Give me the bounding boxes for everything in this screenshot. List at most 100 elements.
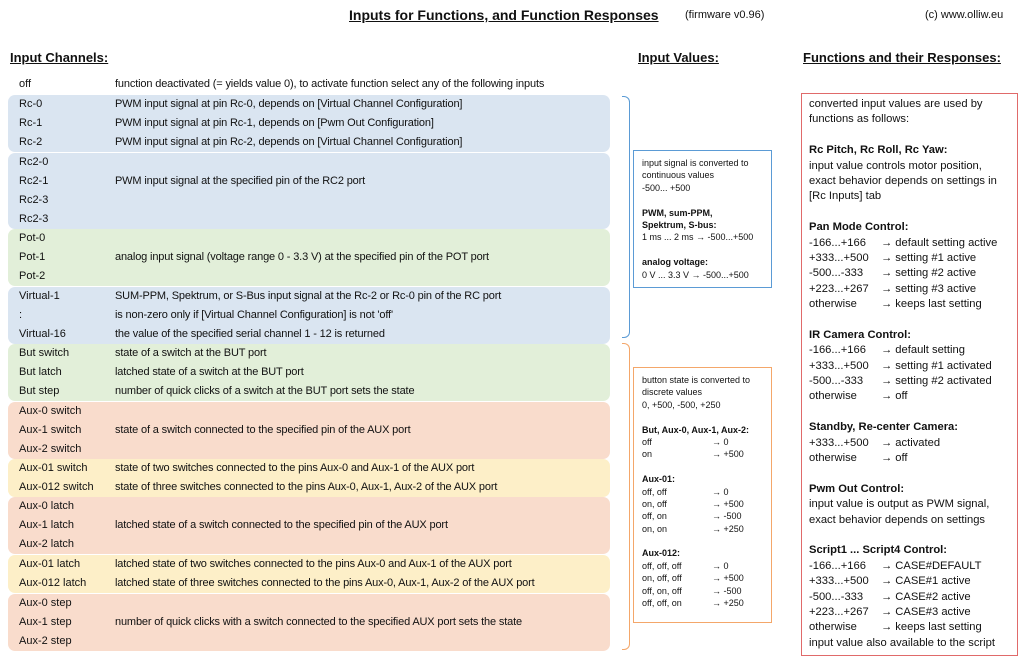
text-line: 0, +500, -500, +250 bbox=[642, 399, 763, 411]
line-result: → setting #3 active bbox=[881, 282, 977, 295]
text-line: 1 ms ... 2 ms → -500...+500 bbox=[642, 231, 763, 243]
channel-group-band bbox=[8, 555, 610, 593]
line-text: But, Aux-0, Aux-1, Aux-2: bbox=[642, 424, 750, 435]
line-text: -500... +500 bbox=[642, 182, 691, 193]
text-line: Aux-01: bbox=[642, 473, 763, 485]
line-text: input value is output as PWM signal, bbox=[809, 498, 990, 511]
channel-row: Aux-1 latch latched state of a switch con… bbox=[8, 516, 610, 535]
line-text: on, on bbox=[642, 523, 668, 534]
line-text: discrete values bbox=[642, 387, 703, 398]
line-text: 0 V ... 3.3 V → -500...+500 bbox=[642, 269, 749, 280]
channel-name: Aux-2 switch bbox=[19, 443, 82, 455]
text-line: otherwise → keeps last setting bbox=[809, 297, 1010, 312]
text-line: continuous values bbox=[642, 169, 763, 181]
line-text: analog voltage: bbox=[642, 257, 709, 268]
text-line: off, on → -500 bbox=[642, 510, 763, 522]
line-result: → CASE#1 active bbox=[881, 575, 971, 588]
text-line: +333...+500 → setting #1 active bbox=[809, 251, 1010, 266]
channel-desc: latched state of a switch at the BUT por… bbox=[115, 366, 304, 378]
channel-row-off: off function deactivated (= yields value… bbox=[8, 75, 610, 94]
line-text: button state is converted to bbox=[642, 375, 751, 385]
channel-name: Rc2-3 bbox=[19, 213, 49, 225]
line-text: otherwise bbox=[809, 621, 857, 634]
line-text: off, off bbox=[642, 486, 667, 497]
text-line: But, Aux-0, Aux-1, Aux-2: bbox=[642, 424, 763, 436]
text-line: off, on, off → -500 bbox=[642, 585, 763, 597]
channel-desc: function deactivated (= yields value 0),… bbox=[115, 78, 545, 90]
channel-row: But step number of quick clicks of a swit… bbox=[8, 382, 610, 401]
text-line: analog voltage: bbox=[642, 256, 763, 268]
heading-input-channels: Input Channels: bbox=[10, 50, 109, 65]
text-line: -500...-333 → CASE#2 active bbox=[809, 590, 1010, 605]
channel-row: Aux-0 latch bbox=[8, 497, 610, 516]
channel-name: Aux-1 switch bbox=[19, 424, 82, 436]
discrete-values-box: button state is converted to discrete val… bbox=[633, 367, 772, 623]
line-text: -500...-333 bbox=[809, 267, 864, 280]
text-line bbox=[809, 205, 1010, 220]
channel-name: Pot-0 bbox=[19, 232, 46, 244]
text-line bbox=[809, 466, 1010, 481]
channel-desc: PWM input signal at the specified pin of… bbox=[115, 175, 366, 187]
line-text: off bbox=[642, 436, 652, 447]
channel-name: Virtual-16 bbox=[19, 328, 66, 340]
channel-desc: PWM input signal at pin Rc-2, depends on… bbox=[115, 136, 463, 148]
line-result: → activated bbox=[881, 436, 941, 449]
channel-desc: latched state of three switches connecte… bbox=[115, 577, 535, 589]
text-line: Rc Pitch, Rc Roll, Rc Yaw: bbox=[809, 143, 1010, 158]
functions-box: converted input values are used by functi… bbox=[801, 93, 1018, 656]
page-title: Inputs for Functions, and Function Respo… bbox=[349, 7, 659, 23]
line-result: → setting #2 activated bbox=[881, 375, 992, 388]
line-text: off, off, on bbox=[642, 598, 682, 609]
channel-name: Aux-0 step bbox=[19, 597, 72, 609]
channel-row: Pot-1 analog input signal (voltage range … bbox=[8, 248, 610, 267]
text-line: off → 0 bbox=[642, 436, 763, 448]
channel-name: Rc-0 bbox=[19, 98, 43, 110]
channel-group-band bbox=[8, 344, 610, 401]
channel-name: Aux-2 step bbox=[19, 635, 72, 647]
channel-row: Rc2-1 PWM input signal at the specified p… bbox=[8, 172, 610, 191]
channel-row: Aux-012 switch state of three switches co… bbox=[8, 478, 610, 497]
channel-name: : bbox=[19, 309, 23, 321]
text-line bbox=[642, 411, 763, 423]
channel-desc: the value of the specified serial channe… bbox=[115, 328, 385, 340]
channel-row: Rc2-3 bbox=[8, 210, 610, 229]
text-line: input signal is converted to bbox=[642, 157, 763, 169]
text-line: discrete values bbox=[642, 386, 763, 398]
line-text: +223...+267 bbox=[809, 605, 869, 618]
channel-name: off bbox=[19, 78, 32, 90]
channel-row: Rc-2 PWM input signal at pin Rc-2, depend… bbox=[8, 133, 610, 152]
line-text: +333...+500 bbox=[809, 359, 869, 372]
channel-desc: analog input signal (voltage range 0 - 3… bbox=[115, 251, 489, 263]
channel-row: Aux-01 switch state of two switches conne… bbox=[8, 459, 610, 478]
text-line: exact behavior depends on settings in bbox=[809, 174, 1010, 189]
channel-group-band bbox=[8, 497, 610, 554]
channel-name: But step bbox=[19, 385, 60, 397]
channel-row: Aux-2 step bbox=[8, 632, 610, 651]
text-line: -166...+166 → CASE#DEFAULT bbox=[809, 559, 1010, 574]
channel-row: But latch latched state of a switch at th… bbox=[8, 363, 610, 382]
brace-discrete bbox=[622, 343, 630, 650]
line-text: on, off bbox=[642, 498, 667, 509]
line-result: → keeps last setting bbox=[881, 621, 982, 634]
line-result: → keeps last setting bbox=[881, 298, 982, 311]
line-text: exact behavior depends on settings bbox=[809, 513, 986, 526]
text-line: on, on → +250 bbox=[642, 523, 763, 535]
line-text: input value also available to the script bbox=[809, 636, 995, 649]
text-line bbox=[642, 535, 763, 547]
text-line: Aux-012: bbox=[642, 547, 763, 559]
text-line: otherwise → off bbox=[809, 451, 1010, 466]
line-result: → off bbox=[881, 451, 908, 464]
channel-row: Rc2-0 bbox=[8, 153, 610, 172]
text-line: -500...-333 → setting #2 activated bbox=[809, 374, 1010, 389]
line-text: input signal is converted to bbox=[642, 158, 749, 168]
line-text: input value controls motor position, bbox=[809, 159, 982, 172]
text-line bbox=[809, 528, 1010, 543]
line-text: on, off, off bbox=[642, 573, 682, 584]
channel-desc: state of three switches connected to the… bbox=[115, 481, 498, 493]
text-line: exact behavior depends on settings bbox=[809, 513, 1010, 528]
line-text: 0, +500, -500, +250 bbox=[642, 399, 721, 410]
line-text: -166...+166 bbox=[809, 344, 866, 357]
channel-row: Aux-1 step number of quick clicks with a … bbox=[8, 613, 610, 632]
line-result: → setting #1 active bbox=[881, 251, 977, 264]
line-text: Rc Pitch, Rc Roll, Rc Yaw: bbox=[809, 144, 948, 157]
